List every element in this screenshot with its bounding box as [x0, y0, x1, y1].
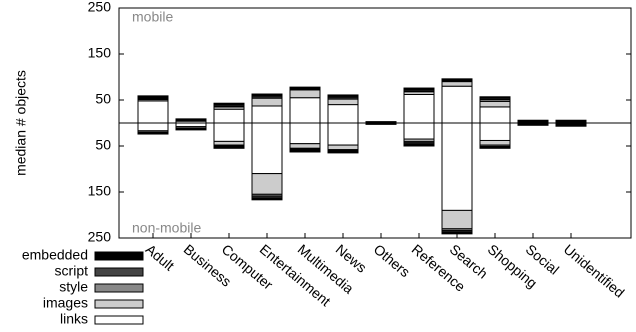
- bar-segment: [441, 85, 473, 124]
- bar-segment: [441, 231, 473, 235]
- bar-segment: [213, 122, 245, 142]
- legend-label: style: [59, 279, 88, 295]
- bar-segment: [251, 93, 283, 96]
- bar-segment: [251, 97, 283, 107]
- legend-label: embedded: [22, 247, 88, 263]
- bar-segment: [289, 149, 321, 153]
- bar-segment: [137, 122, 169, 132]
- bar-segment: [479, 100, 511, 108]
- bar-segment: [251, 122, 283, 175]
- bar-segment: [213, 140, 245, 146]
- bar-segment: [441, 209, 473, 230]
- legend-swatch: [94, 299, 144, 309]
- bar-segment: [327, 104, 359, 124]
- bar-segment: [479, 106, 511, 124]
- bar-segment: [289, 122, 321, 145]
- bar-segment: [327, 151, 359, 154]
- bar-segment: [403, 122, 435, 140]
- legend-swatch: [94, 251, 144, 261]
- bar-segment: [327, 122, 359, 146]
- bar-segment: [137, 132, 169, 135]
- annotation: non-mobile: [132, 220, 201, 236]
- x-tick-label: Unidentified: [561, 241, 628, 301]
- bar-segment: [479, 139, 511, 146]
- bar-segment: [175, 122, 207, 128]
- bar-segment: [327, 144, 359, 151]
- legend-swatch: [94, 267, 144, 277]
- y-tick-label: 50: [95, 137, 111, 153]
- bar-segment: [289, 86, 321, 89]
- bar-segment: [479, 122, 511, 141]
- bar-segment: [403, 87, 435, 90]
- bar-segment: [403, 93, 435, 124]
- bar-segment: [479, 146, 511, 149]
- x-tick-label: Others: [371, 241, 413, 280]
- bar-segment: [137, 100, 169, 124]
- bar-segment: [289, 97, 321, 124]
- bar-segment: [441, 81, 473, 87]
- annotation: mobile: [132, 9, 173, 25]
- bar-segment: [251, 173, 283, 195]
- bar-segment: [327, 94, 359, 97]
- y-tick-label: 150: [88, 45, 112, 61]
- bar-segment: [327, 98, 359, 106]
- bar-segment: [441, 78, 473, 81]
- x-tick-label: Adult: [143, 241, 178, 274]
- legend-swatch: [94, 315, 144, 325]
- bar-segment: [289, 89, 321, 99]
- legend-label: script: [55, 263, 89, 279]
- y-tick-label: 250: [88, 229, 112, 245]
- bar-segment: [213, 146, 245, 149]
- bar-segment: [213, 108, 245, 124]
- bar-segment: [213, 102, 245, 106]
- bar-segment: [517, 119, 549, 122]
- bar-segment: [555, 119, 587, 122]
- plot-frame: [118, 7, 632, 239]
- legend-label: links: [60, 311, 88, 327]
- bar-segment: [555, 124, 587, 127]
- bar-segment: [251, 197, 283, 201]
- legend-swatch: [94, 283, 144, 293]
- bar-segment: [479, 96, 511, 99]
- legend-label: images: [43, 295, 88, 311]
- bar-segment: [251, 105, 283, 124]
- bar-segment: [137, 95, 169, 99]
- y-tick-label: 250: [88, 0, 112, 15]
- y-tick-label: 150: [88, 183, 112, 199]
- bar-segment: [441, 122, 473, 211]
- bar-segment: [289, 143, 321, 149]
- y-tick-label: 50: [95, 91, 111, 107]
- y-axis-label: median # objects: [13, 70, 29, 176]
- bar-segment: [403, 143, 435, 147]
